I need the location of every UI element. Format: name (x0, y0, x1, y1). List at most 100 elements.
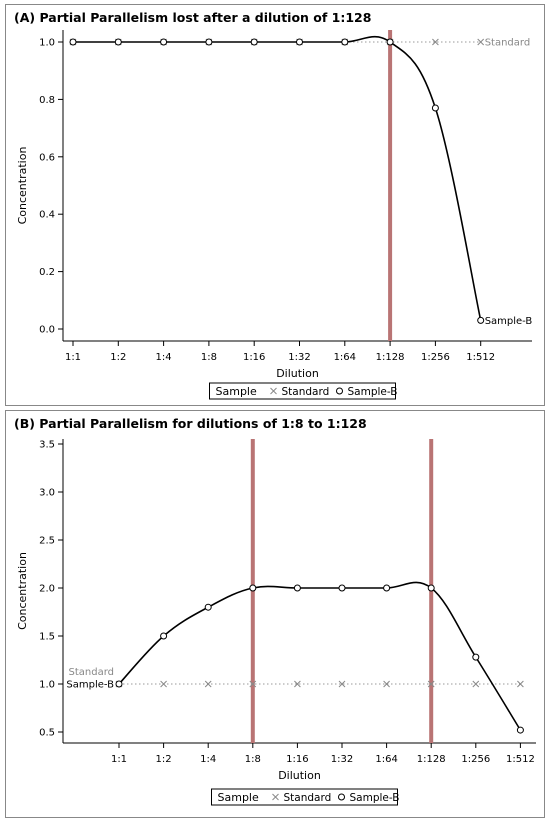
series-sample-b-line (73, 35, 482, 321)
x-tick-label: 1:1 (65, 352, 81, 363)
legend: Sample Standard Sample-B (209, 382, 398, 400)
y-tick-label: 1.0 (39, 680, 55, 691)
x-tick-label: 1:8 (245, 754, 261, 765)
standard-point (160, 680, 167, 688)
sample-b-point (69, 38, 77, 46)
x-tick-label: 1:16 (286, 754, 308, 765)
sample-b-point (160, 632, 168, 640)
legend-item-standard: Standard (284, 792, 332, 804)
standard-point (432, 38, 439, 46)
sample-b-point (477, 316, 485, 324)
standard-point (477, 38, 485, 46)
sample-b-end-label: Sample-B (485, 316, 533, 327)
standard-point (204, 680, 212, 688)
y-tick-label: 1.5 (39, 632, 55, 643)
sample-b-point (249, 584, 257, 592)
x-axis-label: Dilution (276, 367, 319, 380)
standard-point-stroke (517, 680, 524, 688)
x-tick-label: 1:128 (376, 352, 405, 363)
sample-b-point (427, 584, 435, 592)
x-tick-label: 1:8 (201, 352, 217, 363)
standard-start-label: Standard (69, 667, 115, 678)
sample-b-point (114, 38, 122, 46)
sample-b-point (431, 104, 439, 112)
sample-b-point (472, 653, 480, 661)
y-tick-label: 0.2 (39, 267, 55, 278)
y-tick-label: 0.0 (39, 325, 55, 336)
sample-b-point (386, 38, 394, 46)
x-tick-label: 1:256 (421, 352, 450, 363)
y-axis-label: Concentration (16, 552, 29, 630)
chart-b: (B) Partial Parallelism for dilutions of… (14, 416, 536, 806)
y-tick-label: 1.0 (39, 38, 55, 49)
x-tick-label: 1:64 (375, 754, 397, 765)
sample-b-point (250, 38, 258, 46)
chart-title: (A) Partial Parallelism lost after a dil… (14, 10, 371, 25)
x-tick-label: 1:4 (200, 754, 216, 765)
chart-title: (B) Partial Parallelism for dilutions of… (14, 416, 367, 431)
standard-point (427, 680, 435, 688)
legend-title: Sample (218, 791, 259, 804)
sample-b-point (338, 584, 346, 592)
y-tick-label: 2.0 (39, 584, 55, 595)
legend-item-sample-b: Sample-B (348, 386, 398, 398)
standard-point (383, 680, 390, 688)
x-tick-label: 1:512 (506, 754, 535, 765)
legend-item-sample-b: Sample-B (350, 792, 400, 804)
x-tick-label: 1:128 (417, 754, 446, 765)
x-tick-label: 1:32 (331, 754, 353, 765)
standard-point (517, 680, 524, 688)
chart-a: (A) Partial Parallelism lost after a dil… (14, 10, 533, 400)
standard-point (338, 680, 346, 688)
legend: Sample Standard Sample-B (211, 788, 400, 806)
standard-end-label: Standard (485, 38, 531, 49)
sample-b-point (383, 584, 391, 592)
sample-b-point (293, 584, 301, 592)
x-tick-label: 1:2 (156, 754, 172, 765)
x-tick-label: 1:16 (243, 352, 265, 363)
x-tick-label: 1:256 (461, 754, 490, 765)
x-tick-label: 1:2 (110, 352, 126, 363)
standard-point (294, 680, 301, 688)
sample-b-point (205, 38, 213, 46)
y-axis-label: Concentration (16, 147, 29, 225)
sample-b-start-label: Sample-B (66, 680, 114, 691)
y-tick-label: 0.8 (39, 95, 55, 106)
y-tick-label: 3.5 (39, 440, 55, 451)
standard-point-stroke (294, 680, 301, 688)
legend-box (209, 382, 396, 400)
legend-box (211, 788, 398, 806)
sample-b-point (341, 38, 349, 46)
chart-panel-a: (A) Partial Parallelism lost after a dil… (5, 4, 545, 406)
x-tick-label: 1:512 (466, 352, 495, 363)
standard-point-stroke (249, 680, 257, 688)
x-tick-label: 1:32 (288, 352, 310, 363)
x-axis-label: Dilution (278, 769, 321, 782)
sample-b-point (160, 38, 168, 46)
standard-point-stroke (427, 680, 435, 688)
legend-standard-marker (272, 793, 279, 801)
standard-point-stroke (432, 38, 439, 46)
standard-point-stroke (160, 680, 167, 688)
x-tick-label: 1:1 (111, 754, 127, 765)
legend-sample-b-marker (338, 793, 345, 801)
legend-item-standard: Standard (282, 386, 330, 398)
standard-point-stroke (204, 680, 212, 688)
standard-point-stroke (338, 680, 346, 688)
x-tick-label: 1:64 (334, 352, 356, 363)
legend-sample-b-marker (336, 387, 343, 395)
sample-b-point (516, 726, 524, 734)
standard-point-stroke (383, 680, 390, 688)
standard-point (249, 680, 257, 688)
series-sample-b-line (118, 581, 522, 731)
sample-b-point (115, 680, 123, 688)
y-tick-label: 0.4 (39, 210, 55, 221)
chart-panel-b: (B) Partial Parallelism for dilutions of… (5, 410, 545, 818)
y-tick-label: 0.6 (39, 152, 55, 163)
standard-point-stroke (477, 38, 485, 46)
y-tick-label: 3.0 (39, 488, 55, 499)
sample-b-point (296, 38, 303, 46)
x-tick-label: 1:4 (156, 352, 172, 363)
legend-standard-marker (270, 387, 277, 395)
y-tick-label: 2.5 (39, 536, 55, 547)
